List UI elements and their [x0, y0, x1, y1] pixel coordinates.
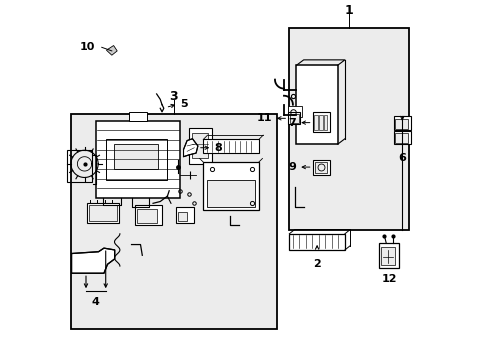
Text: 5: 5 — [180, 99, 187, 109]
Text: 10: 10 — [80, 42, 95, 52]
Bar — [394, 131, 410, 144]
Bar — [206, 180, 255, 207]
Bar — [203, 139, 258, 153]
Bar — [312, 159, 329, 175]
Text: 9: 9 — [288, 162, 296, 172]
Bar — [113, 144, 158, 169]
Polygon shape — [106, 45, 117, 55]
Bar — [289, 114, 298, 123]
Bar — [312, 112, 329, 132]
Text: 11: 11 — [256, 113, 271, 123]
Bar — [191, 134, 207, 158]
Bar — [378, 243, 398, 268]
Text: 4: 4 — [91, 297, 99, 307]
Bar — [395, 119, 407, 129]
Text: 3: 3 — [169, 90, 178, 103]
Bar — [287, 112, 300, 125]
Bar — [135, 205, 162, 225]
Bar — [176, 207, 194, 223]
Bar — [296, 65, 337, 144]
Bar — [394, 116, 410, 130]
Text: 12: 12 — [381, 274, 396, 284]
Text: 7: 7 — [288, 118, 296, 128]
Bar — [395, 133, 407, 143]
Polygon shape — [72, 248, 115, 273]
Bar — [106, 139, 167, 180]
Text: 1: 1 — [345, 4, 353, 17]
Bar — [86, 203, 119, 223]
Bar — [314, 162, 326, 173]
Bar — [88, 205, 117, 221]
Bar — [289, 234, 344, 250]
Bar — [96, 121, 180, 198]
Bar — [287, 107, 301, 117]
Text: 6: 6 — [398, 153, 406, 163]
Bar — [66, 149, 92, 182]
Bar — [289, 28, 408, 230]
Bar — [178, 212, 187, 221]
Bar — [188, 128, 212, 164]
Polygon shape — [183, 139, 198, 157]
Bar — [203, 162, 258, 211]
Bar — [128, 112, 146, 121]
Text: 2: 2 — [313, 259, 320, 269]
Text: 8: 8 — [214, 143, 222, 153]
Bar — [314, 116, 317, 130]
Bar — [323, 116, 326, 130]
Bar — [319, 116, 322, 130]
Bar — [70, 114, 276, 329]
Bar — [137, 210, 156, 223]
Bar — [380, 247, 394, 265]
